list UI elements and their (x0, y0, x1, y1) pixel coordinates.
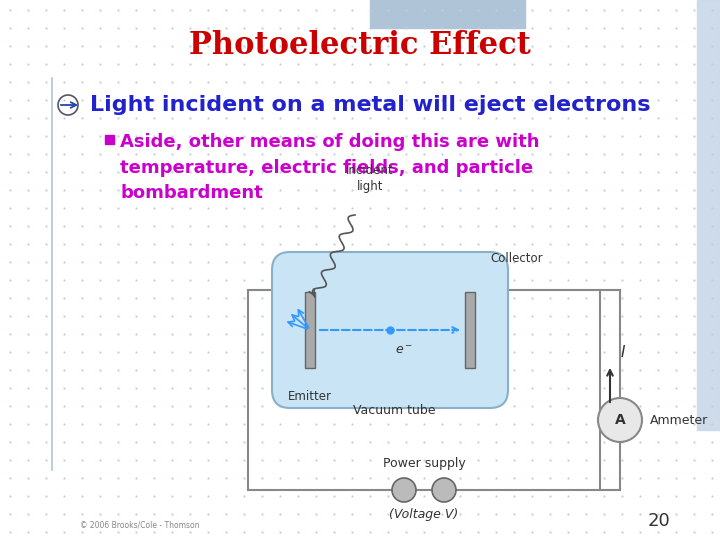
Text: $e^-$: $e^-$ (395, 344, 413, 357)
Text: Aside, other means of doing this are with
temperature, electric fields, and part: Aside, other means of doing this are wit… (120, 133, 539, 202)
Text: A: A (615, 413, 626, 427)
Text: Ammeter: Ammeter (650, 414, 708, 427)
Text: 20: 20 (647, 512, 670, 530)
Text: Vacuum tube: Vacuum tube (353, 403, 436, 416)
Circle shape (598, 398, 642, 442)
Text: Incident
light: Incident light (346, 164, 394, 193)
Bar (105, 135, 114, 144)
Text: Collector: Collector (490, 252, 543, 265)
Text: (Voltage V): (Voltage V) (390, 508, 459, 521)
Text: Emitter: Emitter (288, 390, 332, 403)
Text: Light incident on a metal will eject electrons: Light incident on a metal will eject ele… (90, 95, 650, 115)
FancyBboxPatch shape (272, 252, 508, 408)
Text: Photoelectric Effect: Photoelectric Effect (189, 30, 531, 60)
Circle shape (432, 478, 456, 502)
Text: $I$: $I$ (620, 344, 626, 360)
Bar (305, 292, 315, 368)
Bar (697, 0, 720, 430)
Bar (370, 0, 525, 28)
Text: Power supply: Power supply (382, 457, 465, 470)
Bar (248, 290, 600, 490)
Bar (465, 292, 475, 368)
Circle shape (392, 478, 416, 502)
Text: © 2006 Brooks/Cole - Thomson: © 2006 Brooks/Cole - Thomson (80, 521, 199, 530)
